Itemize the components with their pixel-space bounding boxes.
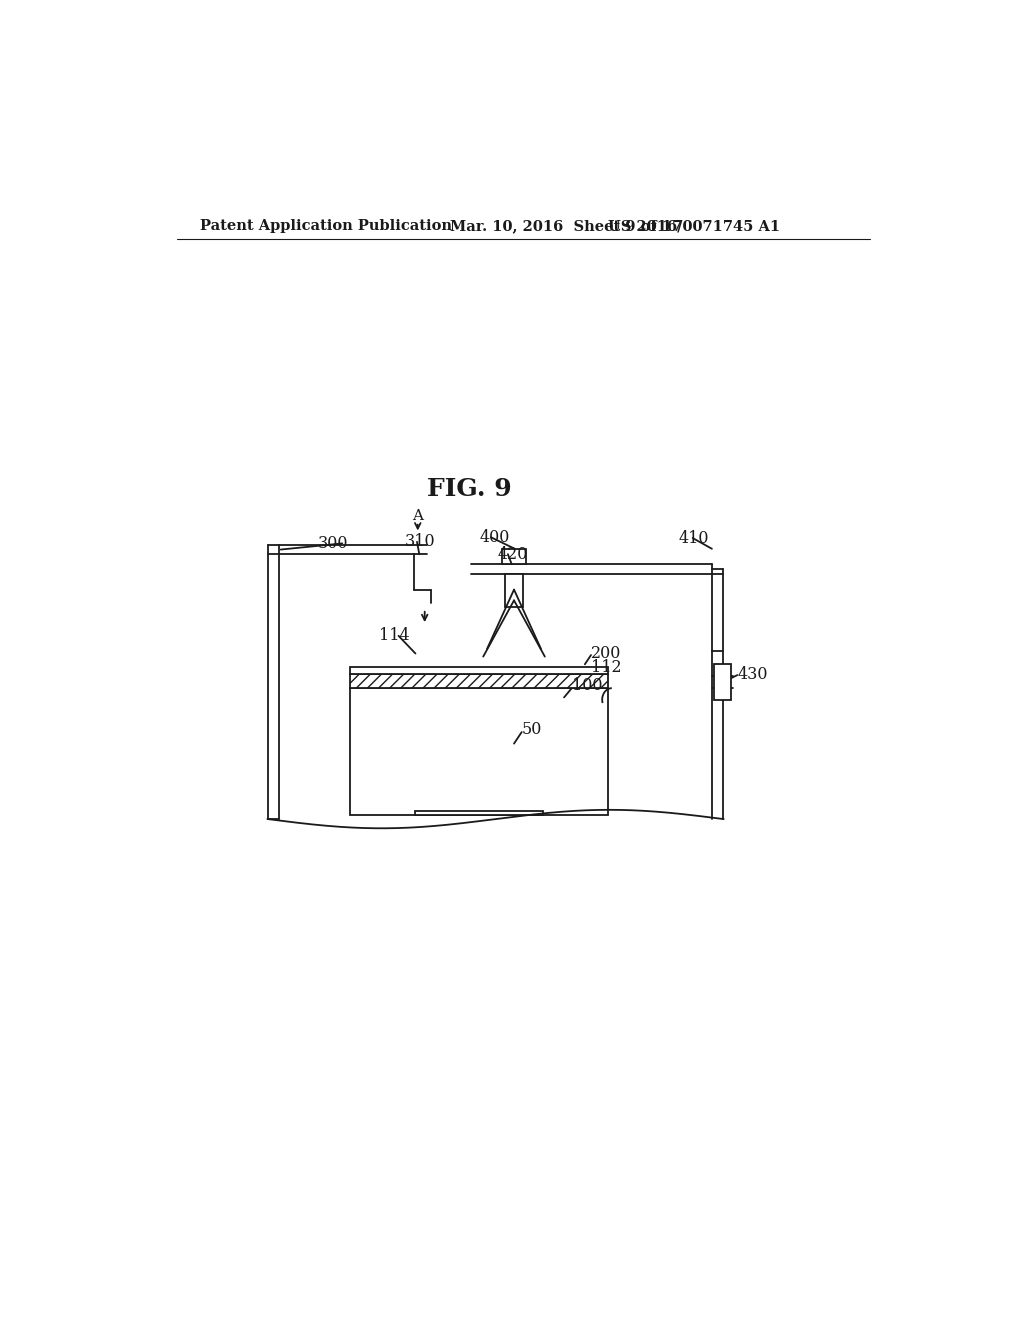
Text: 410: 410	[679, 529, 710, 546]
Bar	[416, 812, 543, 816]
Text: 200: 200	[591, 645, 622, 663]
Text: 114: 114	[379, 627, 410, 644]
Text: 100: 100	[571, 677, 602, 694]
Bar	[350, 675, 608, 688]
Text: 300: 300	[317, 535, 348, 552]
Text: 400: 400	[479, 529, 510, 545]
Text: US 2016/0071745 A1: US 2016/0071745 A1	[608, 219, 780, 234]
Text: 310: 310	[404, 533, 435, 550]
Text: FIG. 9: FIG. 9	[427, 478, 512, 502]
Bar	[714, 664, 731, 701]
Bar	[350, 688, 608, 816]
Bar	[505, 574, 523, 607]
Text: Patent Application Publication: Patent Application Publication	[200, 219, 452, 234]
Bar	[350, 667, 608, 675]
Bar	[502, 549, 526, 564]
Text: 420: 420	[498, 545, 528, 562]
Text: Mar. 10, 2016  Sheet 9 of 17: Mar. 10, 2016 Sheet 9 of 17	[451, 219, 682, 234]
Text: 50: 50	[521, 721, 542, 738]
Text: 112: 112	[591, 659, 622, 676]
Text: 430: 430	[737, 665, 768, 682]
Text: A: A	[413, 510, 423, 524]
